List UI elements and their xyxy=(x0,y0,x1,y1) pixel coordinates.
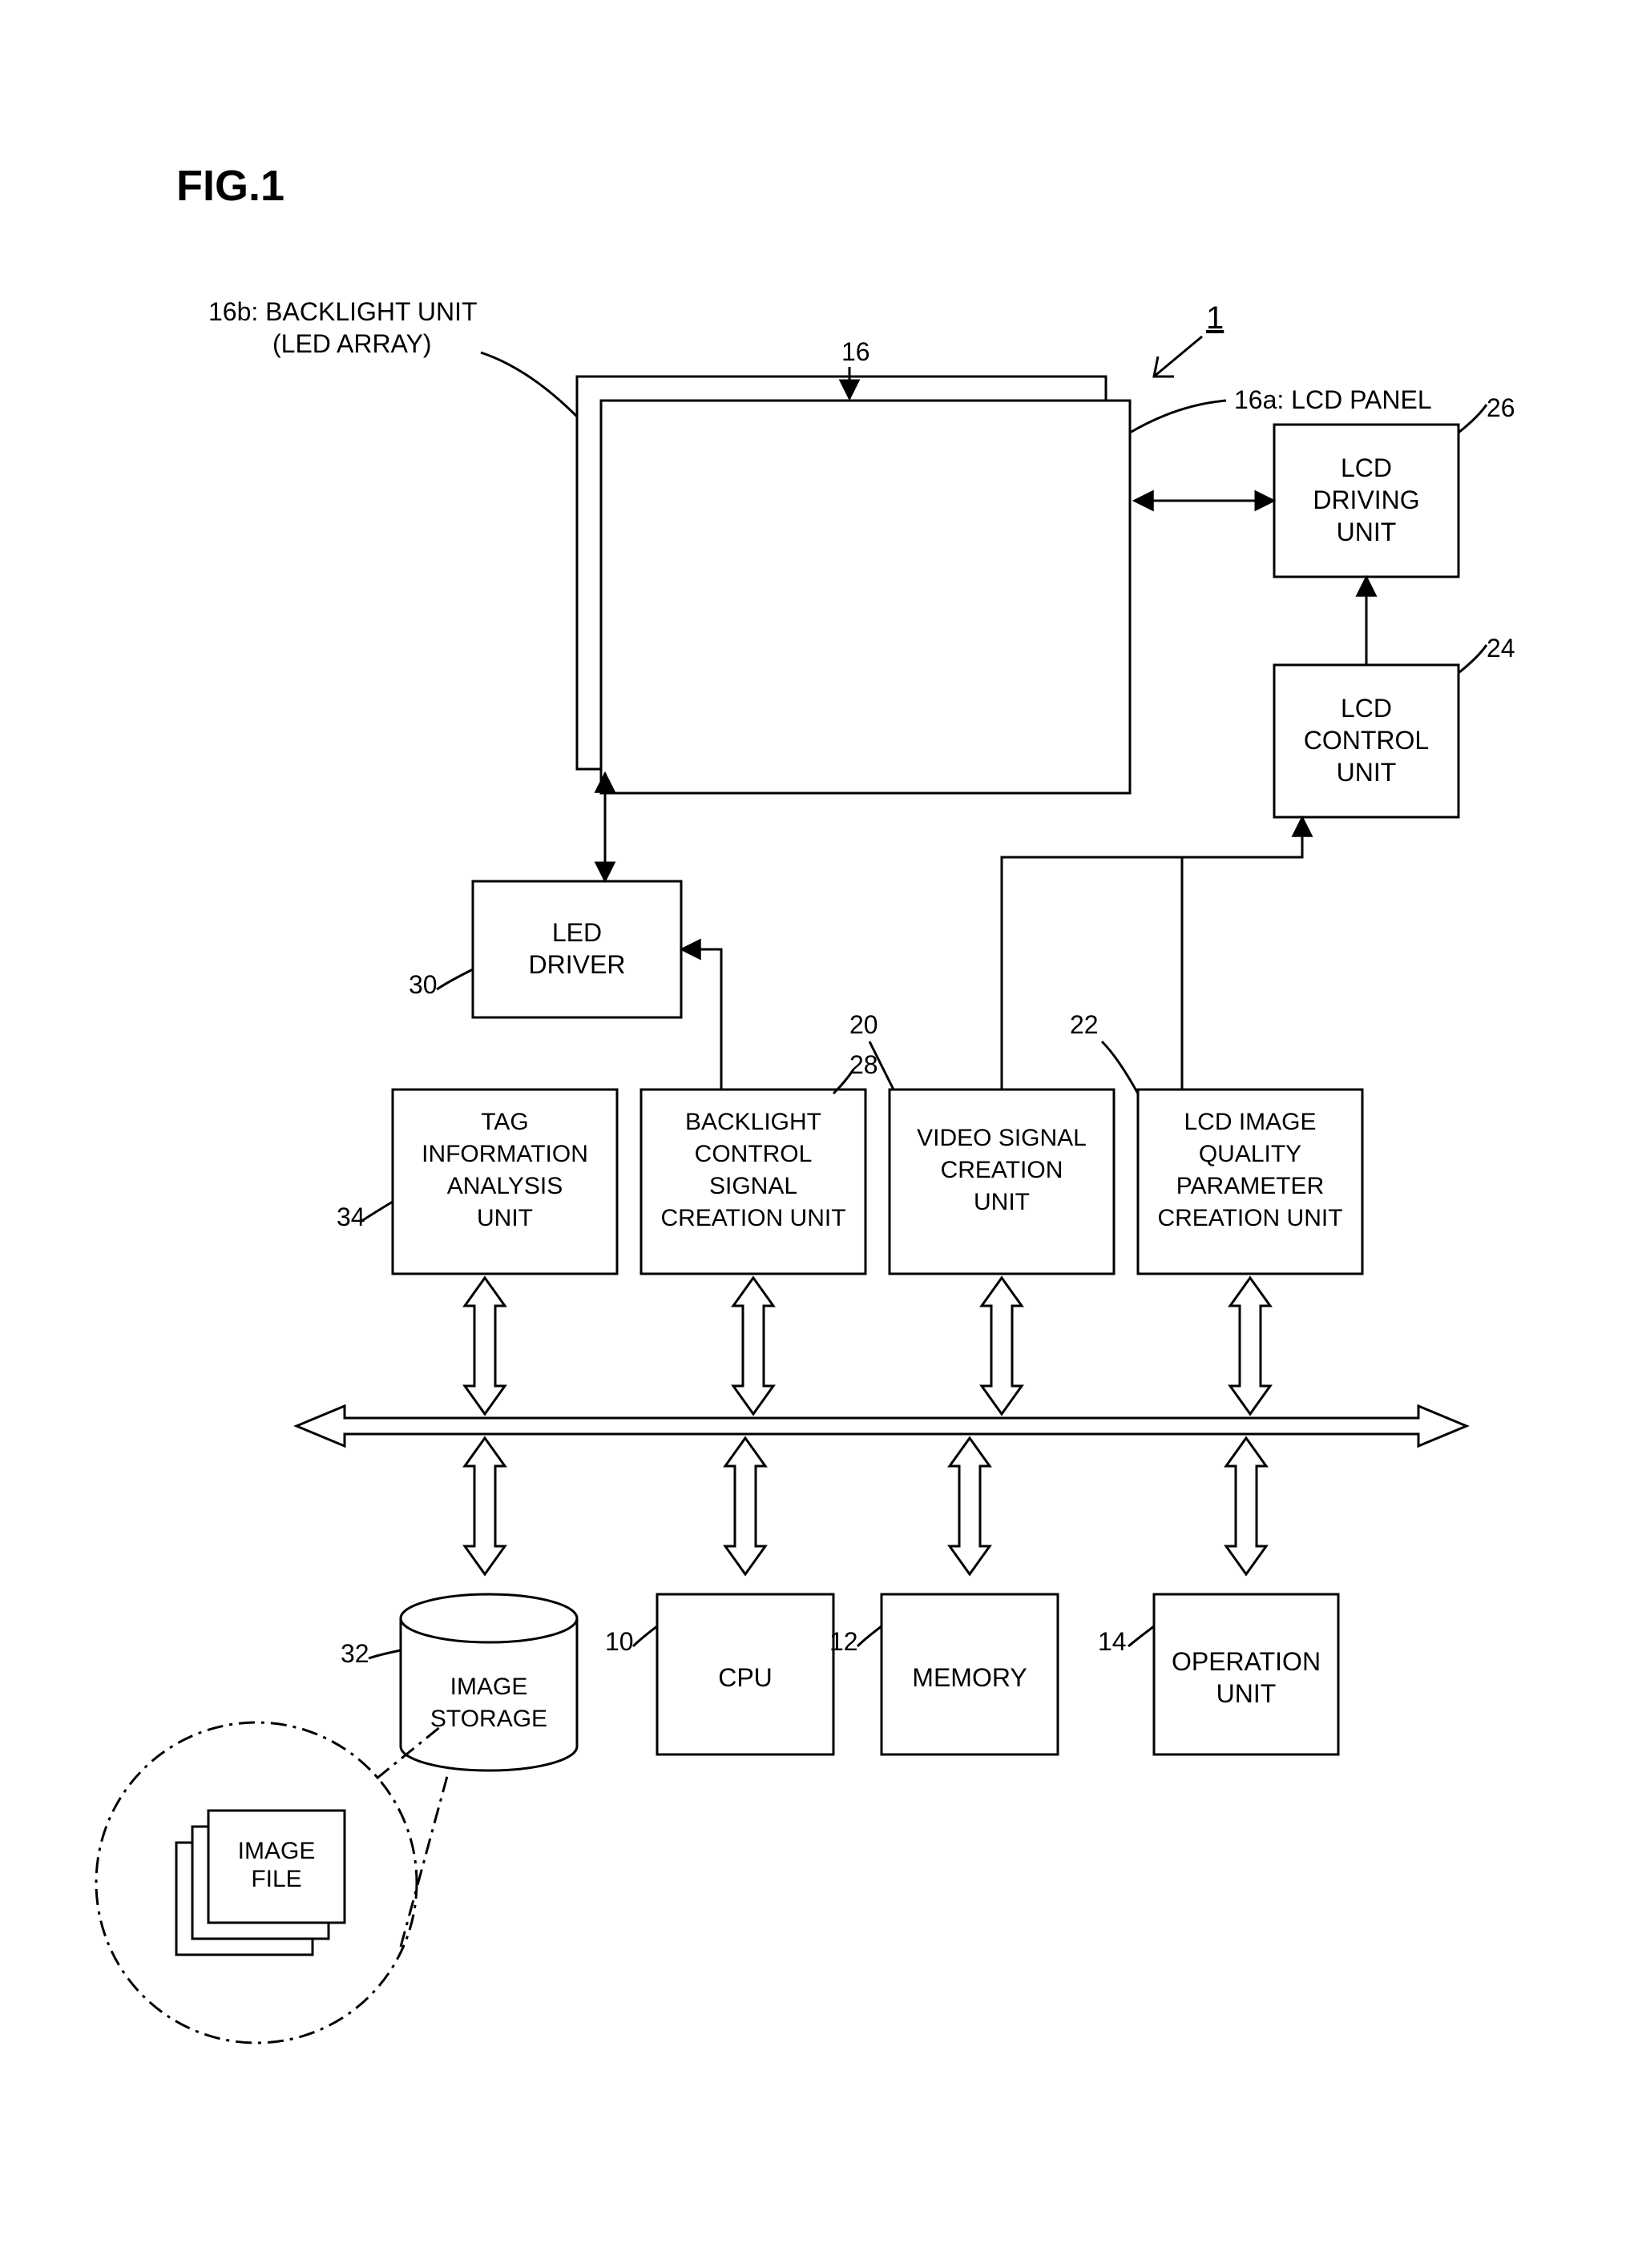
memory-block: MEMORY 12 xyxy=(829,1594,1058,1754)
video-signal-creation-unit: VIDEO SIGNAL CREATION UNIT 20 xyxy=(849,1010,1114,1274)
lcd-control-ref: 24 xyxy=(1487,634,1515,663)
svg-text:TAG: TAG xyxy=(481,1109,528,1135)
svg-text:UNIT: UNIT xyxy=(974,1189,1030,1215)
svg-text:OPERATION: OPERATION xyxy=(1172,1647,1321,1676)
svg-text:BACKLIGHT: BACKLIGHT xyxy=(685,1109,821,1135)
svg-text:LCD: LCD xyxy=(1341,694,1392,723)
lcd-quality-ref: 22 xyxy=(1070,1010,1099,1039)
svg-text:SIGNAL: SIGNAL xyxy=(709,1173,797,1199)
tag-analysis-ref: 34 xyxy=(337,1202,365,1231)
backlight-label-0: 16b: BACKLIGHT UNIT xyxy=(208,297,478,326)
svg-text:PARAMETER: PARAMETER xyxy=(1176,1173,1324,1199)
svg-text:LED: LED xyxy=(552,918,602,947)
tag-info-analysis-unit: TAG INFORMATION ANALYSIS UNIT 34 xyxy=(337,1090,617,1274)
image-storage-ref: 32 xyxy=(341,1639,369,1668)
video-sig-ref: 20 xyxy=(849,1010,878,1039)
backlight-label-1: (LED ARRAY) xyxy=(272,329,432,358)
svg-text:CONTROL: CONTROL xyxy=(695,1141,813,1167)
svg-text:IMAGE: IMAGE xyxy=(238,1838,316,1864)
bus xyxy=(297,1406,1467,1446)
svg-text:FILE: FILE xyxy=(251,1866,301,1892)
bus-arrows-top xyxy=(465,1278,1270,1414)
svg-text:1: 1 xyxy=(1206,300,1224,336)
svg-text:MEMORY: MEMORY xyxy=(912,1663,1027,1692)
bus-arrows-bottom xyxy=(465,1438,1266,1574)
svg-text:CREATION UNIT: CREATION UNIT xyxy=(1157,1205,1342,1231)
led-driver-ref: 30 xyxy=(409,970,438,999)
display-assembly: 16 16a: LCD PANEL 16b: BACKLIGHT UNIT (L… xyxy=(208,297,1432,793)
svg-text:STORAGE: STORAGE xyxy=(430,1706,547,1732)
svg-text:CONTROL: CONTROL xyxy=(1304,726,1429,755)
svg-text:UNIT: UNIT xyxy=(1337,758,1397,787)
svg-text:UNIT: UNIT xyxy=(1216,1679,1277,1708)
backlight-control-signal-unit: BACKLIGHT CONTROL SIGNAL CREATION UNIT 2… xyxy=(641,1050,878,1274)
svg-text:CREATION UNIT: CREATION UNIT xyxy=(660,1205,845,1231)
edge-backlightsig-leddriver xyxy=(681,949,721,1090)
display-ref: 16 xyxy=(841,337,870,366)
image-storage: IMAGE STORAGE 32 xyxy=(341,1594,577,1770)
edge-video-1 xyxy=(1002,857,1182,1090)
lcd-driving-unit: LCD DRIVING UNIT 26 xyxy=(1274,393,1515,577)
lcd-driving-ref: 26 xyxy=(1487,393,1515,422)
svg-text:INFORMATION: INFORMATION xyxy=(422,1141,588,1167)
panel-label: 16a: LCD PANEL xyxy=(1234,385,1432,414)
svg-text:ANALYSIS: ANALYSIS xyxy=(447,1173,563,1199)
led-driver: LED DRIVER 30 xyxy=(409,881,681,1017)
svg-text:UNIT: UNIT xyxy=(1337,518,1397,546)
svg-text:CREATION: CREATION xyxy=(941,1157,1063,1183)
svg-text:CPU: CPU xyxy=(718,1663,773,1692)
operation-unit: OPERATION UNIT 14 xyxy=(1098,1594,1338,1754)
svg-text:IMAGE: IMAGE xyxy=(450,1674,528,1700)
svg-text:DRIVING: DRIVING xyxy=(1313,485,1419,514)
svg-text:UNIT: UNIT xyxy=(477,1205,533,1231)
svg-text:VIDEO SIGNAL: VIDEO SIGNAL xyxy=(917,1125,1087,1151)
svg-text:QUALITY: QUALITY xyxy=(1199,1141,1301,1167)
edge-into-control xyxy=(1182,817,1302,857)
operation-ref: 14 xyxy=(1098,1627,1127,1656)
lcd-control-unit: LCD CONTROL UNIT 24 xyxy=(1274,634,1515,817)
assembly-ref: 1 xyxy=(1154,300,1224,377)
cpu-ref: 10 xyxy=(605,1627,634,1656)
memory-ref: 12 xyxy=(829,1627,858,1656)
image-file-detail: IMAGE FILE xyxy=(96,1722,449,2043)
backlight-sig-ref: 28 xyxy=(849,1050,878,1079)
svg-text:DRIVER: DRIVER xyxy=(529,950,626,979)
svg-text:LCD: LCD xyxy=(1341,453,1392,482)
cpu-block: CPU 10 xyxy=(605,1594,833,1754)
figure-label: FIG.1 xyxy=(176,162,284,210)
svg-text:LCD IMAGE: LCD IMAGE xyxy=(1184,1109,1316,1135)
